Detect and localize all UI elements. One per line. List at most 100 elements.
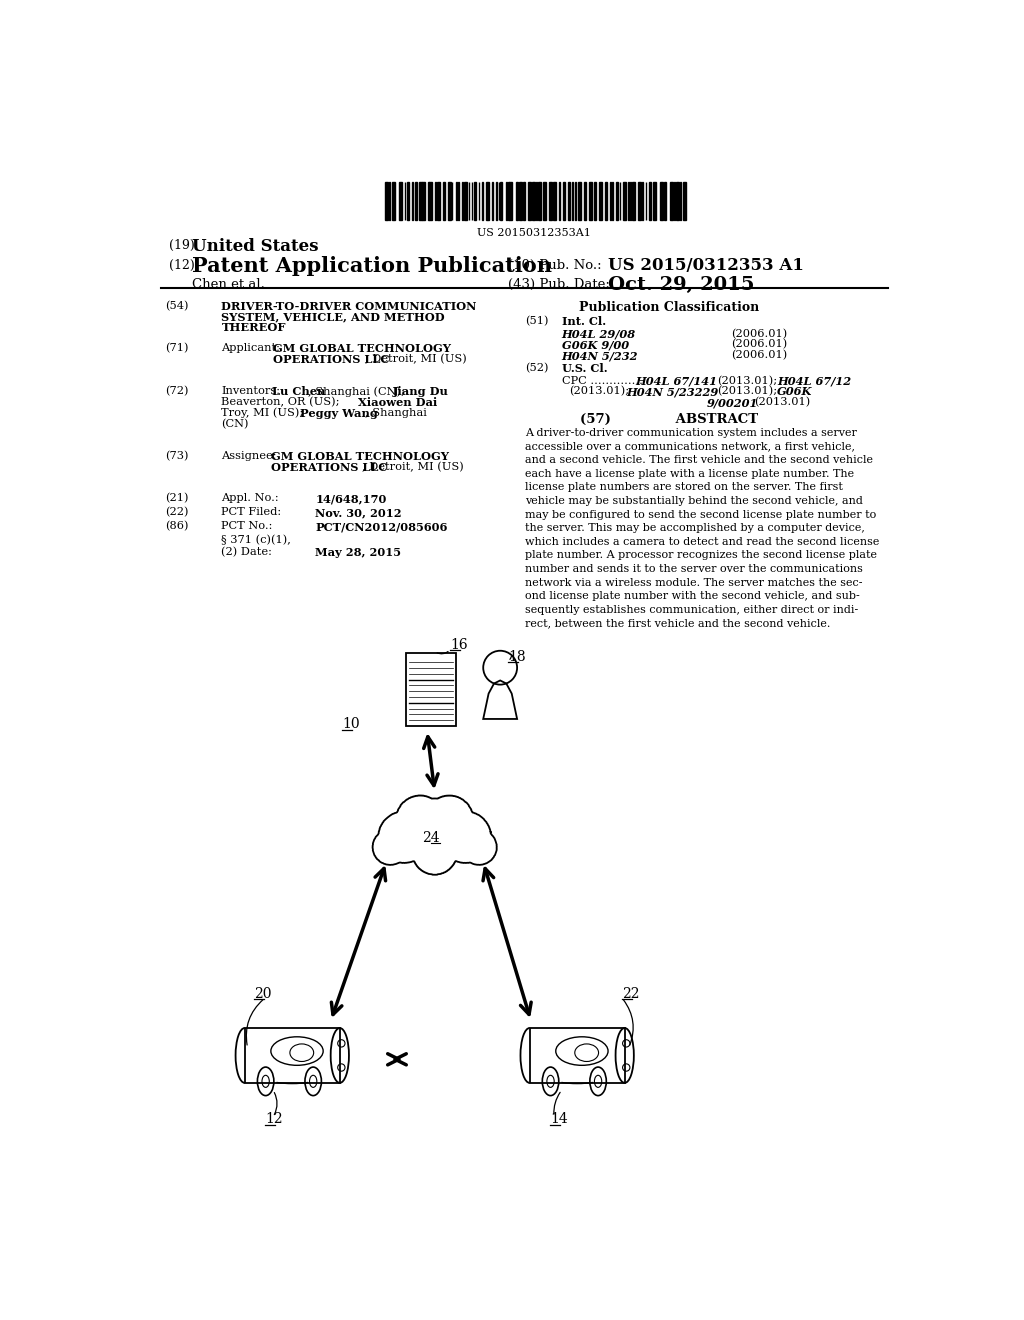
Bar [578,182,581,220]
Bar [574,182,577,220]
Text: H04N 5/232: H04N 5/232 [562,350,638,362]
Bar [611,182,613,220]
Bar [670,182,673,220]
Text: Publication Classification: Publication Classification [580,301,760,314]
Text: (10) Pub. No.:: (10) Pub. No.: [508,259,601,272]
Bar [456,182,457,220]
Text: (2006.01): (2006.01) [731,350,787,360]
Text: Int. Cl.: Int. Cl. [562,317,606,327]
Text: GM GLOBAL TECHNOLOGY: GM GLOBAL TECHNOLOGY [273,343,451,354]
Bar [415,182,417,220]
Text: 10: 10 [342,717,359,731]
Bar [653,182,656,220]
Bar [515,182,518,220]
Bar [429,182,432,220]
Text: (22): (22) [165,507,188,517]
Bar [388,182,390,220]
Bar [543,182,546,220]
Bar [531,182,535,220]
Text: (19): (19) [169,239,195,252]
Text: (52): (52) [524,363,548,374]
Bar [563,182,565,220]
Text: , Detroit, MI (US): , Detroit, MI (US) [361,462,463,473]
Bar [392,182,395,220]
Text: Chen et al.: Chen et al. [193,277,265,290]
Text: Assignee:: Assignee: [221,451,276,461]
Bar [385,182,388,220]
Text: SYSTEM, VEHICLE, AND METHOD: SYSTEM, VEHICLE, AND METHOD [221,312,445,322]
Bar [407,182,410,220]
Text: (2006.01): (2006.01) [731,339,787,350]
Text: PCT No.:: PCT No.: [221,521,272,531]
Bar [553,182,556,220]
Text: (43) Pub. Date:: (43) Pub. Date: [508,277,609,290]
Bar [528,182,531,220]
Text: 22: 22 [622,987,639,1001]
Bar [630,182,631,220]
Text: 24: 24 [422,832,439,845]
Text: H04L 29/08: H04L 29/08 [562,329,636,339]
Text: 14/648,170: 14/648,170 [315,494,387,504]
Text: US 2015/0312353 A1: US 2015/0312353 A1 [608,257,804,275]
Bar [437,182,440,220]
Text: 20: 20 [254,987,271,1001]
Bar [481,182,483,220]
Text: OPERATIONS LLC: OPERATIONS LLC [271,462,388,473]
Bar [398,182,401,220]
Bar [245,1028,340,1082]
Bar [605,182,607,220]
Bar [506,182,507,220]
Text: Nov. 30, 2012: Nov. 30, 2012 [315,507,402,519]
Text: OPERATIONS LLC: OPERATIONS LLC [273,354,389,364]
Text: (86): (86) [165,521,188,532]
Text: Jiang Du: Jiang Du [392,387,449,397]
Text: (72): (72) [165,387,188,396]
Text: (73): (73) [165,451,188,461]
Text: (57)              ABSTRACT: (57) ABSTRACT [581,412,759,425]
Bar [462,182,463,220]
Bar [486,182,489,220]
Text: US 20150312353A1: US 20150312353A1 [477,227,591,238]
Text: 14: 14 [550,1113,568,1126]
Text: Beaverton, OR (US);: Beaverton, OR (US); [221,397,340,408]
Bar [536,182,538,220]
Bar [599,182,602,220]
Text: H04L 67/12: H04L 67/12 [777,376,852,387]
Bar [523,182,524,220]
Text: (21): (21) [165,494,188,504]
Text: H04L 67/141: H04L 67/141 [635,376,717,387]
Text: United States: United States [193,238,318,255]
Bar [474,182,476,220]
Text: , Detroit, MI (US): , Detroit, MI (US) [366,354,467,364]
Text: 9/00201: 9/00201 [707,397,758,408]
Bar [443,182,445,220]
Bar [594,182,596,220]
Bar [624,182,626,220]
Bar [616,182,617,220]
Text: , Shanghai: , Shanghai [366,408,427,418]
Bar [509,182,512,220]
Bar [500,182,503,220]
Text: (2013.01);: (2013.01); [569,387,630,396]
Text: GM GLOBAL TECHNOLOGY: GM GLOBAL TECHNOLOGY [271,451,450,462]
Text: CPC ..............: CPC .............. [562,376,643,385]
Text: Appl. No.:: Appl. No.: [221,494,280,503]
Text: 16: 16 [451,638,468,652]
Text: (54): (54) [165,301,188,312]
Text: § 371 (c)(1),: § 371 (c)(1), [221,535,291,545]
Bar [683,182,686,220]
Bar [676,182,679,220]
Text: Troy, MI (US);: Troy, MI (US); [221,408,304,418]
Text: (2013.01);: (2013.01); [717,387,777,396]
Text: (2006.01): (2006.01) [731,329,787,339]
Bar [632,182,635,220]
Text: (71): (71) [165,343,188,354]
Text: G06K 9/00: G06K 9/00 [562,339,629,350]
Bar [447,182,451,220]
Bar [406,653,456,726]
Text: DRIVER-TO-DRIVER COMMUNICATION: DRIVER-TO-DRIVER COMMUNICATION [221,301,477,312]
Bar [538,182,541,220]
Text: H04N 5/23229: H04N 5/23229 [627,387,719,397]
Text: (2) Date:: (2) Date: [221,548,272,557]
Bar [422,182,425,220]
